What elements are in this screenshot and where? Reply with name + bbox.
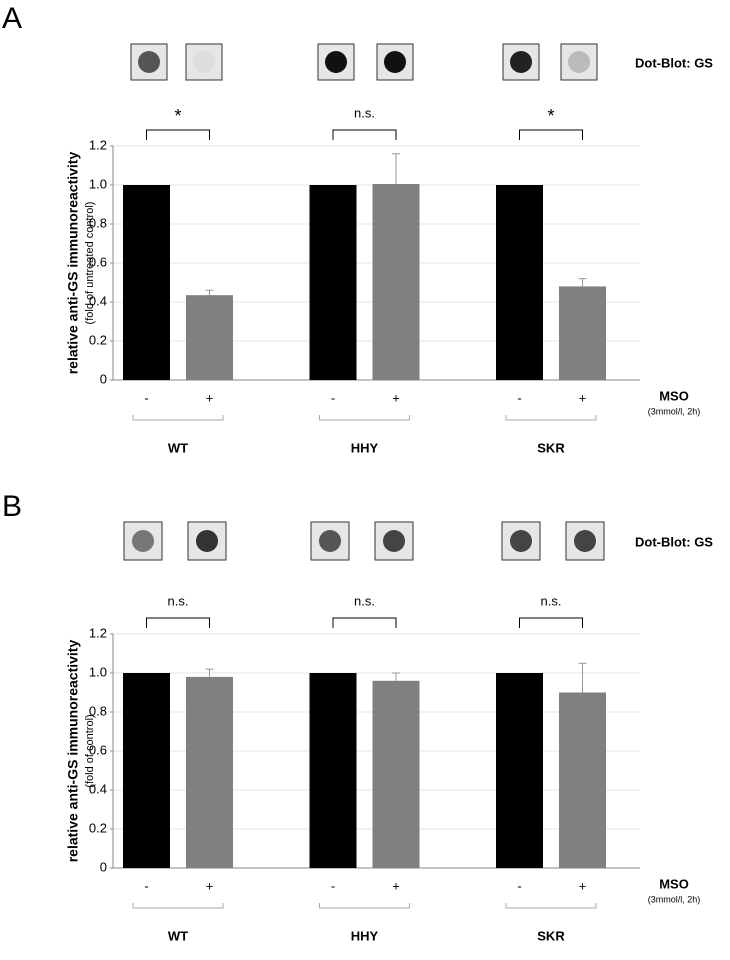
y-tick-label: 0.6: [89, 742, 107, 757]
x-axis-label: MSO: [659, 876, 689, 891]
x-tick-label: +: [579, 878, 587, 893]
x-tick-label: -: [517, 878, 521, 893]
annotation: Dot-Blot: GS: [635, 534, 713, 549]
dot: [384, 51, 406, 73]
dot: [383, 530, 405, 552]
bar: [123, 185, 170, 380]
dot: [138, 51, 160, 73]
x-tick-label: +: [392, 390, 400, 405]
bar: [559, 692, 606, 868]
dot: [132, 530, 154, 552]
significance-bracket: [332, 129, 397, 140]
dot: [319, 530, 341, 552]
x-tick-label: +: [579, 390, 587, 405]
panel-label: A: [2, 2, 22, 35]
bar: [309, 673, 357, 868]
category-label: WT: [168, 928, 188, 943]
dot: [574, 530, 596, 552]
y-axis-label: relative anti-GS immunoreactivity: [65, 152, 81, 375]
bar: [123, 673, 170, 868]
y-tick-label: 0.6: [89, 254, 107, 269]
category-label: SKR: [537, 928, 565, 943]
significance-bracket: [332, 617, 397, 628]
error-bar: [392, 672, 400, 681]
y-tick-label: 0.8: [89, 215, 107, 230]
significance-bracket: [146, 617, 210, 628]
category-label: HHY: [351, 928, 379, 943]
x-tick-label: +: [206, 878, 214, 893]
group-bracket: [505, 903, 597, 909]
category-label: WT: [168, 440, 188, 455]
y-axis-sublabel: (fold of control): [84, 714, 96, 787]
significance-label: n.s.: [168, 593, 189, 608]
group-bracket: [132, 415, 224, 421]
bar: [309, 185, 357, 380]
x-axis-label: MSO: [659, 388, 689, 403]
y-tick-label: 0.8: [89, 703, 107, 718]
bar: [496, 673, 543, 868]
error-bar: [578, 278, 587, 287]
annotation: Dot-Blot: GS: [635, 55, 713, 70]
x-axis-sublabel: (3mmol/l, 2h): [648, 894, 701, 904]
error-bar: [205, 289, 214, 296]
y-tick-label: 0.2: [89, 820, 107, 835]
dot: [196, 530, 218, 552]
group-bracket: [319, 903, 410, 909]
x-axis-sublabel: (3mmol/l, 2h): [648, 406, 701, 416]
x-tick-label: -: [144, 878, 148, 893]
y-tick-label: 1.2: [89, 625, 107, 640]
bar: [372, 680, 420, 868]
significance-label: n.s.: [354, 105, 375, 120]
bar: [186, 295, 233, 380]
y-tick-label: 0.4: [89, 781, 107, 796]
x-tick-label: +: [206, 390, 214, 405]
x-tick-label: -: [331, 390, 335, 405]
group-bracket: [319, 415, 410, 421]
y-axis-sublabel: (fold of untreated control): [84, 202, 96, 325]
x-tick-label: -: [517, 390, 521, 405]
bar: [559, 286, 606, 380]
category-label: HHY: [351, 440, 379, 455]
y-tick-label: 0: [100, 371, 107, 386]
y-tick-label: 1.2: [89, 137, 107, 152]
y-tick-label: 0.2: [89, 332, 107, 347]
y-tick-label: 1.0: [89, 176, 107, 191]
dot: [325, 51, 347, 73]
bar: [372, 184, 420, 380]
error-bar: [205, 668, 214, 677]
error-bar: [392, 153, 400, 185]
y-tick-label: 0: [100, 859, 107, 874]
significance-bracket: [146, 129, 210, 140]
group-bracket: [505, 415, 597, 421]
category-label: SKR: [537, 440, 565, 455]
bar: [496, 185, 543, 380]
x-tick-label: -: [144, 390, 148, 405]
group-bracket: [132, 903, 224, 909]
significance-bracket: [519, 129, 583, 140]
significance-label: n.s.: [354, 593, 375, 608]
dot: [510, 51, 532, 73]
dot: [568, 51, 590, 73]
significance-label: *: [547, 106, 554, 126]
dot: [193, 51, 215, 73]
x-tick-label: -: [331, 878, 335, 893]
panel-label: B: [2, 490, 22, 523]
y-axis-label: relative anti-GS immunoreactivity: [65, 640, 81, 863]
significance-label: n.s.: [541, 593, 562, 608]
x-tick-label: +: [392, 878, 400, 893]
dot: [510, 530, 532, 552]
y-tick-label: 0.4: [89, 293, 107, 308]
significance-label: *: [174, 106, 181, 126]
y-tick-label: 1.0: [89, 664, 107, 679]
bar: [186, 676, 233, 868]
significance-bracket: [519, 617, 583, 628]
error-bar: [578, 662, 587, 693]
